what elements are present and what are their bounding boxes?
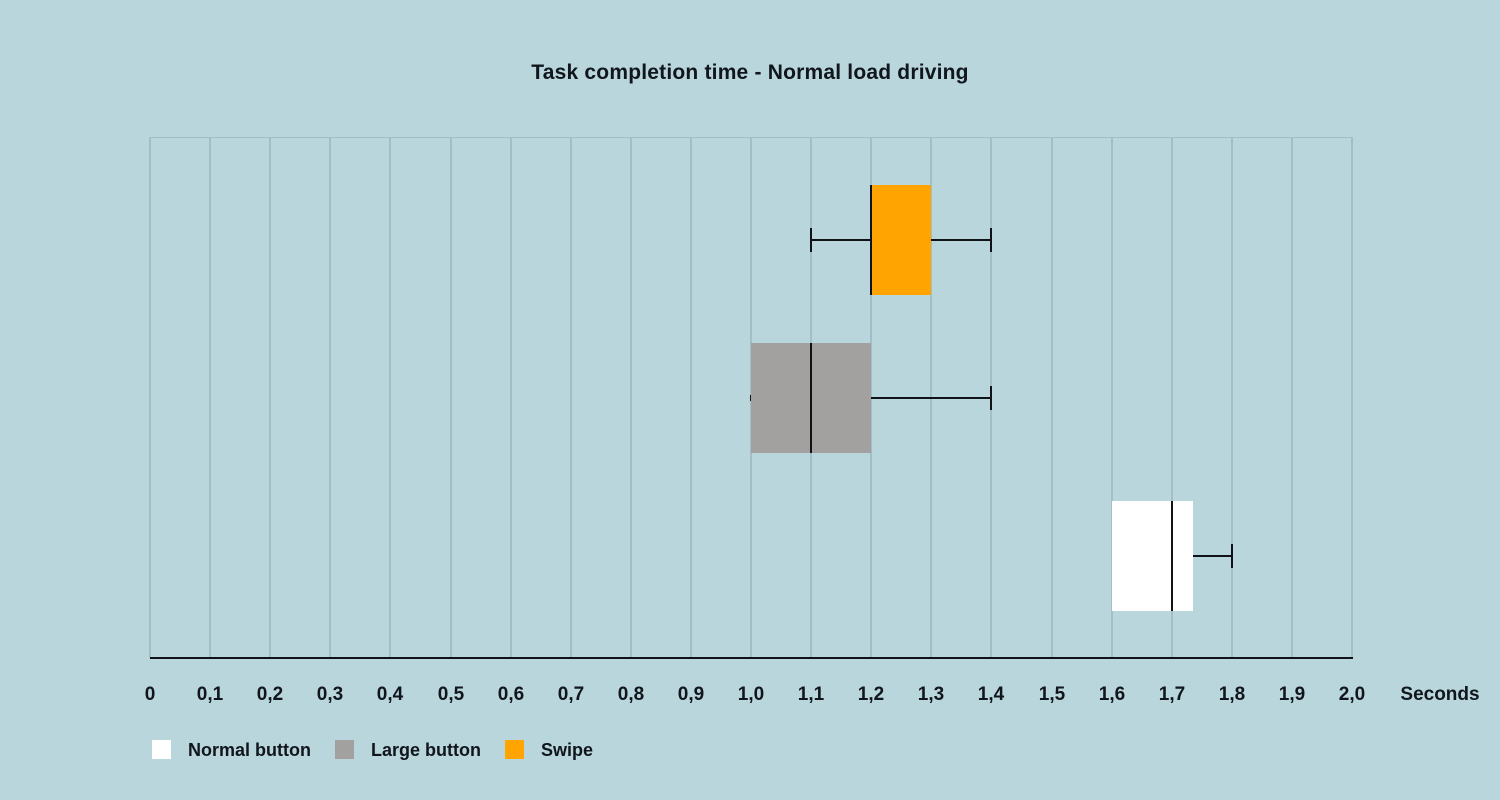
legend-item-normal-button: Normal button: [152, 740, 311, 759]
whisker-line-left-swipe: [811, 239, 871, 241]
box-normal-button: [1112, 501, 1193, 611]
x-tick-label: 0,9: [677, 684, 705, 705]
x-tick-label: 1,9: [1278, 684, 1306, 705]
whisker-line-right-swipe: [931, 239, 991, 241]
x-tick-label: 1,6: [1098, 684, 1126, 705]
x-axis-line: [150, 657, 1353, 659]
x-tick-label: 0,5: [437, 684, 465, 705]
x-axis-labels: 0 0,1 0,2 0,3 0,4 0,5 0,6 0,7 0,8 0,9 1,0 1,1 1,2 1,3…: [0, 685, 1500, 711]
gridline: [389, 137, 391, 658]
median-line-normal-button: [1171, 501, 1173, 611]
whisker-cap-max-large-button: [990, 386, 992, 410]
chart-title: Task completion time - Normal load drivi…: [531, 61, 969, 84]
whisker-cap-min-swipe: [810, 228, 812, 252]
whisker-line-right-normal-button: [1193, 555, 1232, 557]
legend-label-large-button: Large button: [371, 739, 481, 760]
legend-swatch-large-button: [335, 740, 354, 759]
x-tick-label: 0,6: [497, 684, 525, 705]
legend-swatch-swipe: [505, 740, 524, 759]
x-tick-label: 0,2: [256, 684, 284, 705]
box-swipe: [871, 185, 931, 295]
median-line-swipe: [870, 185, 872, 295]
whisker-line-right-large-button: [871, 397, 991, 399]
x-tick-label: 1,8: [1218, 684, 1246, 705]
plot-area: [149, 137, 1353, 658]
x-tick-label: 0,7: [557, 684, 585, 705]
legend-item-swipe: Swipe: [505, 740, 593, 759]
gridline: [269, 137, 271, 658]
x-tick-label: 0,4: [376, 684, 404, 705]
x-tick-label: 2,0: [1338, 684, 1366, 705]
gridline: [1111, 137, 1113, 658]
gridline: [329, 137, 331, 658]
gridline: [570, 137, 572, 658]
x-tick-label: 1,5: [1038, 684, 1066, 705]
plot-top-border: [150, 137, 1352, 138]
x-axis-unit-label: Seconds: [1400, 684, 1480, 705]
median-line-large-button: [810, 343, 812, 453]
x-tick-label: 1,3: [917, 684, 945, 705]
gridline: [1171, 137, 1173, 658]
x-tick-label: 1,1: [797, 684, 825, 705]
x-tick-label: 0,3: [316, 684, 344, 705]
whisker-cap-max-swipe: [990, 228, 992, 252]
gridline: [1291, 137, 1293, 658]
gridline: [149, 137, 151, 658]
gridline: [510, 137, 512, 658]
gridline: [630, 137, 632, 658]
x-tick-label: 1,4: [977, 684, 1005, 705]
gridline: [1231, 137, 1233, 658]
legend: Normal button Large button Swipe: [152, 740, 617, 759]
gridline: [450, 137, 452, 658]
whisker-cap-max-normal-button: [1231, 544, 1233, 568]
legend-label-swipe: Swipe: [541, 739, 594, 760]
legend-swatch-normal-button: [152, 740, 171, 759]
gridline: [209, 137, 211, 658]
gridline: [1351, 137, 1353, 658]
legend-item-large-button: Large button: [335, 740, 481, 759]
x-tick-label: 1,7: [1158, 684, 1186, 705]
x-tick-label: 0,1: [196, 684, 224, 705]
x-tick-label: 0: [144, 684, 156, 705]
gridline: [1051, 137, 1053, 658]
x-tick-label: 1,0: [737, 684, 765, 705]
gridline: [690, 137, 692, 658]
x-tick-label: 0,8: [617, 684, 645, 705]
x-tick-label: 1,2: [857, 684, 885, 705]
legend-label-normal-button: Normal button: [188, 739, 311, 760]
